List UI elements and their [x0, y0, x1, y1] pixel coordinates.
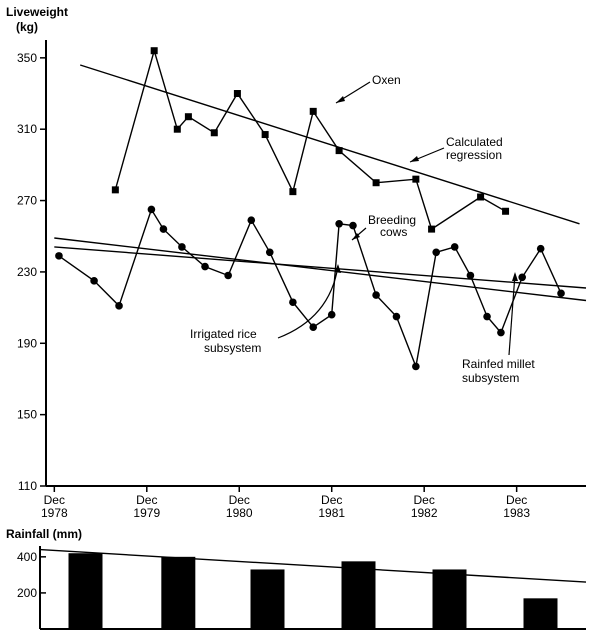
- x-tick-label-year: 1983: [503, 506, 530, 520]
- rain-bar: [523, 598, 558, 629]
- point-breeding-cows: [349, 221, 357, 230]
- x-tick-label-year: 1978: [41, 506, 68, 520]
- y-tick-label: 230: [17, 265, 37, 279]
- point-breeding-cows: [224, 271, 232, 280]
- point-oxen: [150, 47, 158, 55]
- point-breeding-cows: [309, 323, 318, 332]
- point-oxen: [309, 107, 317, 115]
- annotation-breeding-line1: Breeding: [368, 213, 416, 227]
- y-tick-label: 350: [17, 51, 37, 65]
- x-tick-label-month: Dec: [414, 493, 435, 507]
- y-axis-unit: (kg): [16, 20, 38, 34]
- x-tick-label-month: Dec: [44, 493, 65, 507]
- x-tick-label-year: 1979: [133, 506, 160, 520]
- rain-bar: [68, 553, 103, 629]
- y-tick-label: 270: [17, 194, 37, 208]
- annotation-rainfed-line2: subsystem: [462, 371, 519, 385]
- annotation-rainfed-millet: Rainfed millet subsystem: [462, 272, 535, 385]
- annotation-oxen: Oxen: [335, 73, 401, 104]
- annotation-regression-line1: Calculated: [446, 135, 503, 149]
- point-breeding-cows: [497, 328, 505, 337]
- rain-bar: [250, 569, 285, 629]
- point-breeding-cows: [450, 243, 459, 251]
- point-breeding-cows: [289, 298, 297, 307]
- point-breeding-cows: [466, 271, 475, 280]
- point-oxen: [335, 147, 343, 155]
- x-tick-label-year: 1981: [318, 506, 345, 520]
- y-tick-label: 110: [18, 479, 37, 493]
- point-breeding-cows: [557, 289, 565, 298]
- point-breeding-cows: [335, 219, 343, 228]
- point-breeding-cows: [412, 362, 420, 371]
- annotation-irrigated-rice: Irrigated rice subsystem: [190, 264, 341, 355]
- point-oxen: [210, 129, 218, 137]
- annotation-irrigated-line2: subsystem: [204, 341, 261, 355]
- point-breeding-cows: [147, 205, 156, 214]
- x-tick-label-year: 1980: [226, 506, 253, 520]
- rain-y-tick-label: 400: [17, 550, 37, 564]
- regression-line-3: [54, 246, 587, 289]
- point-oxen: [477, 193, 485, 201]
- x-tick-label-month: Dec: [321, 493, 342, 507]
- point-oxen: [412, 175, 420, 183]
- x-tick-label-month: Dec: [229, 493, 250, 507]
- point-breeding-cows: [201, 262, 209, 271]
- x-tick-label-year: 1982: [411, 506, 438, 520]
- regression-line-4: [54, 237, 587, 302]
- point-oxen: [289, 188, 297, 196]
- point-oxen: [428, 225, 436, 233]
- rain-trend-line: [39, 548, 587, 583]
- rain-bar: [161, 556, 196, 629]
- annotation-rainfed-line1: Rainfed millet: [462, 357, 535, 371]
- point-breeding-cows: [247, 216, 256, 224]
- point-breeding-cows: [178, 243, 186, 251]
- annotation-oxen-text: Oxen: [372, 73, 401, 87]
- point-oxen: [502, 207, 510, 215]
- point-breeding-cows: [90, 277, 98, 285]
- annotation-breeding-cows: Breeding cows: [351, 213, 416, 241]
- rain-y-tick-label: 200: [17, 586, 37, 600]
- point-breeding-cows: [372, 291, 380, 299]
- point-breeding-cows: [265, 248, 274, 257]
- annotation-regression-line2: regression: [446, 148, 502, 162]
- point-breeding-cows: [55, 252, 63, 260]
- point-oxen: [233, 90, 241, 98]
- point-breeding-cows: [483, 312, 491, 321]
- y-tick-label: 150: [17, 408, 37, 422]
- annotation-regression: Calculated regression: [409, 135, 503, 163]
- point-breeding-cows: [536, 244, 545, 253]
- regression-line-2: [79, 64, 580, 225]
- rain-bar: [341, 561, 376, 629]
- point-breeding-cows: [159, 225, 168, 233]
- point-oxen: [173, 125, 181, 133]
- point-oxen: [184, 113, 192, 121]
- x-tick-label-month: Dec: [506, 493, 527, 507]
- point-breeding-cows: [327, 310, 336, 319]
- y-axis-title: Liveweight: [6, 5, 68, 19]
- y-tick-label: 310: [17, 122, 37, 136]
- point-breeding-cows: [518, 273, 526, 282]
- point-oxen: [111, 186, 119, 194]
- point-breeding-cows: [115, 302, 123, 310]
- annotation-irrigated-line1: Irrigated rice: [190, 327, 257, 341]
- x-tick-label-month: Dec: [136, 493, 157, 507]
- rain-bar: [432, 569, 467, 629]
- point-breeding-cows: [432, 248, 441, 257]
- rainfall-axis-title: Rainfall (mm): [6, 527, 82, 541]
- series-line-breeding-cows: [58, 207, 562, 370]
- annotation-breeding-line2: cows: [380, 225, 407, 239]
- y-tick-label: 190: [17, 336, 37, 350]
- point-breeding-cows: [392, 312, 401, 321]
- point-oxen: [261, 131, 269, 139]
- point-oxen: [372, 179, 380, 187]
